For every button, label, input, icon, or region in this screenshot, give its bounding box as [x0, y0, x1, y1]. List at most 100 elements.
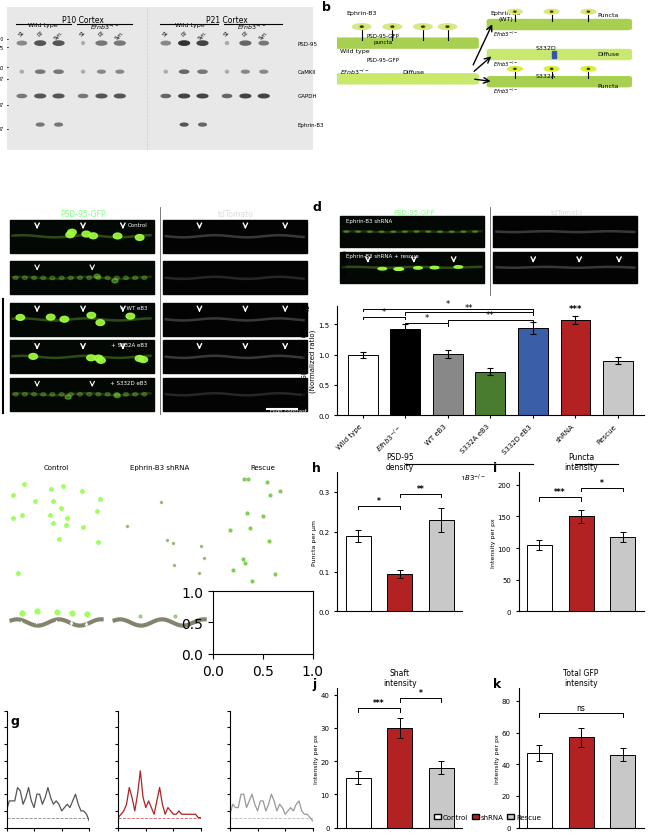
Bar	[346, 536, 370, 612]
Text: P2: P2	[98, 30, 105, 38]
Circle shape	[112, 279, 118, 283]
Ellipse shape	[164, 71, 167, 74]
Ellipse shape	[242, 71, 249, 74]
Text: Ephrin-B3: Ephrin-B3	[298, 123, 324, 128]
Circle shape	[344, 232, 349, 233]
Text: Wild type: Wild type	[341, 48, 370, 54]
Circle shape	[29, 354, 38, 359]
Circle shape	[461, 232, 466, 233]
Bar	[610, 755, 635, 828]
Text: Control: Control	[44, 464, 69, 470]
Bar	[552, 52, 556, 59]
Circle shape	[32, 277, 36, 280]
Circle shape	[437, 232, 443, 233]
Circle shape	[105, 277, 110, 280]
Circle shape	[391, 27, 394, 28]
Circle shape	[361, 27, 363, 28]
Text: Control: Control	[127, 222, 148, 227]
Text: $EfnB3^{-/-}$: $EfnB3^{-/-}$	[452, 472, 486, 483]
Bar	[391, 329, 420, 415]
Ellipse shape	[544, 10, 559, 15]
Ellipse shape	[114, 42, 125, 46]
Circle shape	[414, 232, 419, 233]
Text: Puncta: Puncta	[597, 13, 619, 18]
Text: Syn.: Syn.	[197, 30, 208, 41]
Circle shape	[94, 275, 100, 279]
Text: *: *	[446, 299, 450, 308]
Text: **: **	[486, 311, 495, 320]
Circle shape	[458, 79, 462, 81]
Text: $Efnb3^{-/-}$: $Efnb3^{-/-}$	[493, 87, 519, 96]
Ellipse shape	[114, 95, 125, 99]
Circle shape	[415, 79, 419, 81]
Bar	[527, 753, 552, 828]
Circle shape	[586, 69, 590, 70]
Bar	[387, 728, 412, 828]
Circle shape	[550, 69, 553, 70]
Bar	[527, 545, 552, 612]
Circle shape	[50, 393, 55, 396]
Bar	[429, 520, 454, 612]
Circle shape	[142, 393, 147, 396]
Y-axis label: Intensity per px: Intensity per px	[495, 733, 500, 782]
Circle shape	[473, 232, 478, 233]
Ellipse shape	[20, 71, 23, 74]
Bar	[560, 321, 590, 415]
Bar	[518, 329, 548, 415]
Circle shape	[59, 393, 64, 396]
Text: P21 Cortex: P21 Cortex	[206, 16, 248, 24]
Ellipse shape	[96, 42, 107, 46]
Text: *: *	[424, 314, 429, 323]
Circle shape	[68, 277, 73, 280]
Ellipse shape	[36, 71, 45, 74]
Ellipse shape	[226, 71, 229, 74]
FancyBboxPatch shape	[488, 78, 631, 88]
Circle shape	[13, 277, 18, 280]
Circle shape	[50, 277, 55, 280]
Circle shape	[384, 79, 389, 81]
Circle shape	[439, 79, 444, 81]
Bar	[610, 537, 635, 612]
Ellipse shape	[79, 95, 88, 99]
Text: Ephrin-B3 shRNA: Ephrin-B3 shRNA	[346, 218, 393, 223]
Text: *: *	[382, 308, 386, 317]
Bar	[569, 517, 593, 612]
FancyBboxPatch shape	[488, 50, 631, 60]
Ellipse shape	[197, 42, 208, 46]
Title: Shaft
intensity: Shaft intensity	[383, 668, 417, 687]
Ellipse shape	[240, 95, 251, 99]
Ellipse shape	[161, 95, 170, 99]
Circle shape	[22, 393, 27, 396]
Ellipse shape	[180, 124, 188, 127]
Ellipse shape	[35, 95, 46, 99]
Text: b: b	[322, 1, 331, 14]
Text: S1: S1	[79, 30, 87, 38]
FancyBboxPatch shape	[488, 21, 631, 30]
Ellipse shape	[54, 71, 63, 74]
Text: S332D: S332D	[535, 46, 556, 51]
Circle shape	[372, 79, 376, 81]
Circle shape	[445, 79, 450, 81]
Text: tdTomato: tdTomato	[551, 210, 583, 216]
Text: d: d	[313, 201, 322, 214]
Circle shape	[86, 355, 96, 361]
Circle shape	[66, 232, 75, 238]
Circle shape	[86, 393, 92, 396]
Circle shape	[365, 79, 370, 81]
Text: ***: ***	[554, 487, 566, 497]
Circle shape	[426, 79, 432, 81]
Text: g: g	[10, 714, 20, 727]
Ellipse shape	[581, 10, 595, 15]
Circle shape	[114, 277, 119, 280]
Text: *: *	[419, 688, 422, 697]
Circle shape	[114, 393, 119, 396]
Ellipse shape	[199, 124, 206, 127]
Bar	[429, 768, 454, 828]
Circle shape	[68, 230, 76, 236]
Bar	[162, 378, 307, 411]
Text: e: e	[300, 301, 309, 314]
Text: $Efnb3^{-/-}$: $Efnb3^{-/-}$	[237, 23, 266, 32]
Circle shape	[426, 232, 431, 233]
Circle shape	[94, 356, 103, 361]
Circle shape	[447, 27, 448, 28]
